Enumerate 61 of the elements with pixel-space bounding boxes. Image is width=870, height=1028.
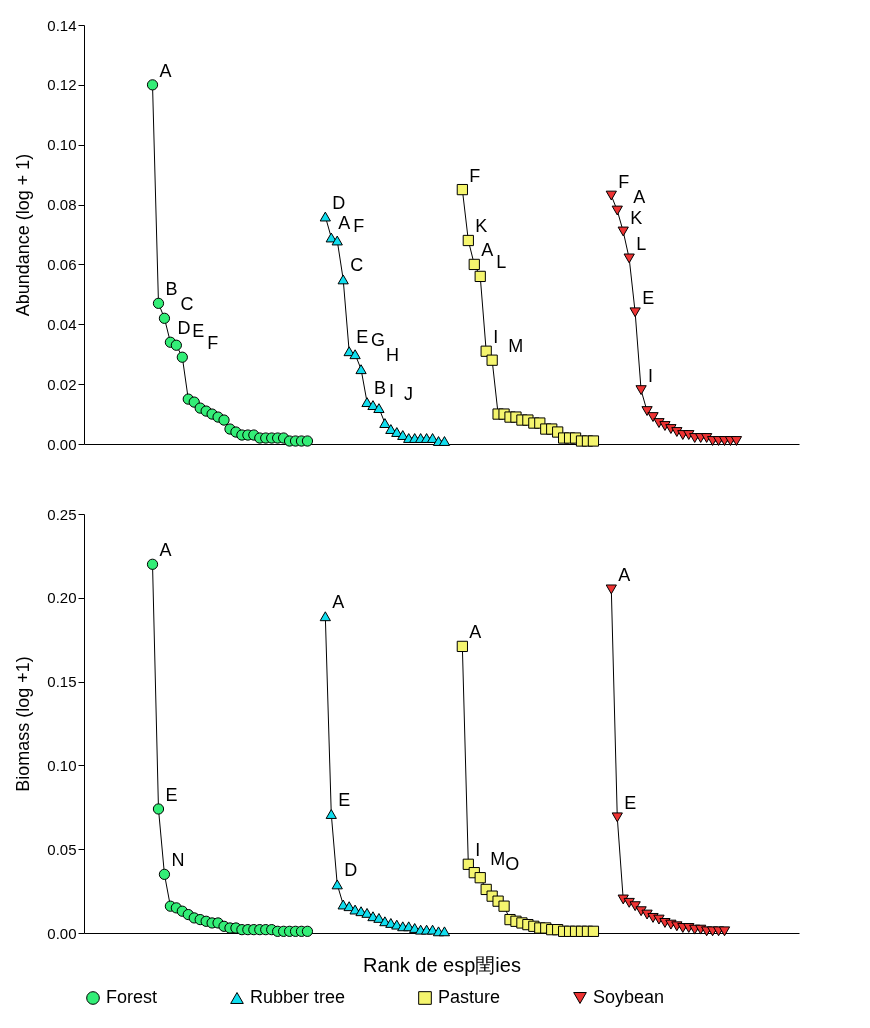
y-axis-title: Biomass (log +1) <box>13 656 34 792</box>
data-label: I <box>648 366 654 387</box>
y-tick-label: 0.25 <box>47 505 77 523</box>
data-label: B <box>374 378 387 399</box>
legend-label: Pasture <box>438 987 501 1007</box>
y-tick-label: 0.06 <box>47 255 77 273</box>
data-label: G <box>371 330 386 351</box>
data-label: L <box>636 234 647 255</box>
y-tick-label: 0.10 <box>47 756 77 774</box>
legend-label: Rubber tree <box>250 987 346 1007</box>
y-tick-label: 0.00 <box>47 435 77 453</box>
data-label: A <box>481 240 494 261</box>
data-label: D <box>344 860 358 881</box>
data-label: C <box>350 255 364 276</box>
y-tick-label: 0.04 <box>47 315 77 333</box>
data-label: A <box>618 565 631 586</box>
y-axis-title: Abundance (log + 1) <box>13 153 34 317</box>
data-label: E <box>642 288 655 309</box>
y-tick-label: 0.00 <box>47 924 77 942</box>
data-label: E <box>624 793 637 814</box>
y-tick-label: 0.14 <box>47 16 77 34</box>
data-label: A <box>159 540 172 561</box>
data-label: F <box>353 216 365 237</box>
data-label: H <box>386 345 400 366</box>
legend-label: Soybean <box>593 987 665 1007</box>
y-tick-label: 0.12 <box>47 76 77 94</box>
data-label: F <box>618 171 630 192</box>
x-axis-title: Rank de esp閏ies <box>363 953 521 976</box>
data-label: I <box>388 381 394 402</box>
data-label: D <box>332 192 346 213</box>
data-label: E <box>338 790 351 810</box>
data-label: O <box>505 853 520 874</box>
data-label: A <box>633 186 646 207</box>
y-tick-label: 0.05 <box>47 840 77 858</box>
y-tick-label: 0.08 <box>47 196 77 214</box>
data-label: E <box>165 784 178 805</box>
data-label: M <box>490 848 506 869</box>
data-label: A <box>338 213 351 234</box>
data-label: E <box>192 321 205 342</box>
data-label: F <box>207 333 219 354</box>
data-label: C <box>180 294 194 315</box>
data-label: E <box>356 327 369 348</box>
data-label: N <box>171 850 185 871</box>
data-label: K <box>630 207 643 228</box>
y-tick-label: 0.20 <box>47 589 77 607</box>
data-label: K <box>475 216 488 237</box>
data-label: L <box>496 252 507 273</box>
data-label: A <box>159 60 172 81</box>
legend-label: Forest <box>106 987 158 1007</box>
y-tick-label: 0.02 <box>47 375 77 393</box>
data-label: J <box>403 384 413 405</box>
data-label: A <box>332 592 345 613</box>
data-label: B <box>165 279 178 300</box>
data-label: D <box>177 318 191 339</box>
data-label: M <box>508 336 524 357</box>
y-tick-label: 0.10 <box>47 136 77 154</box>
data-label: I <box>493 327 499 348</box>
y-tick-label: 0.15 <box>47 673 77 691</box>
data-label: F <box>469 165 481 186</box>
data-label: A <box>469 622 482 643</box>
data-label: I <box>475 840 481 861</box>
